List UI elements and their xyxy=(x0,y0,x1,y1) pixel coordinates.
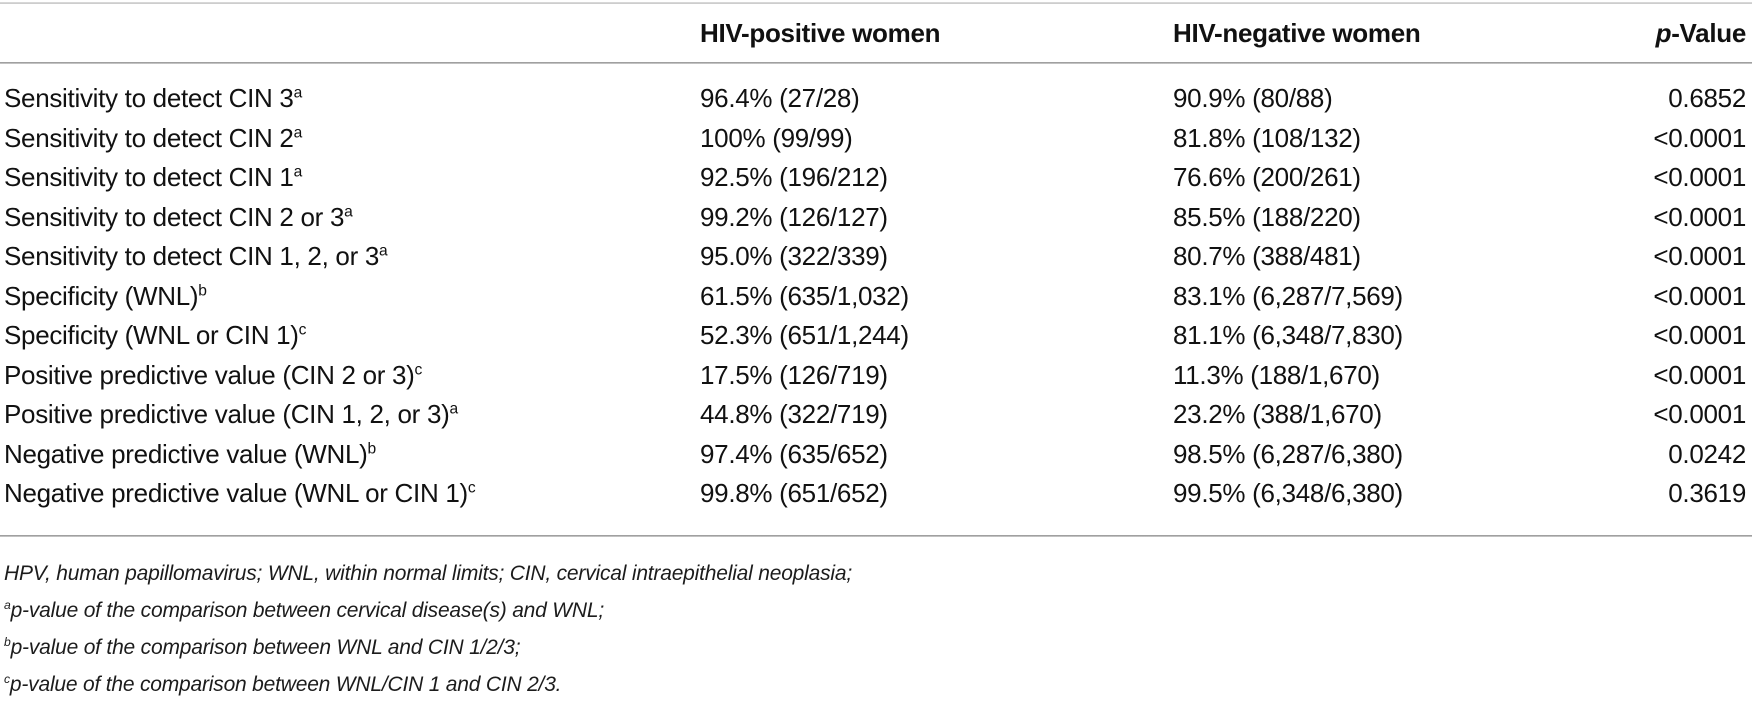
cell-p-value: <0.0001 xyxy=(1653,201,1746,232)
row-label-text: Sensitivity to detect CIN 3 xyxy=(4,83,294,114)
table-row: Sensitivity to detect CIN 2 or 3a 99.2% … xyxy=(0,198,1752,238)
table-row: Positive predictive value (CIN 2 or 3)c … xyxy=(0,356,1752,396)
cell-hiv-negative: 98.5% (6,287/6,380) xyxy=(1173,438,1403,469)
row-label-text: Negative predictive value (WNL) xyxy=(4,438,368,469)
table-row: Negative predictive value (WNL or CIN 1)… xyxy=(0,474,1752,514)
table-header-rule xyxy=(0,62,1752,64)
table-body: Sensitivity to detect CIN 3a 96.4% (27/2… xyxy=(0,64,1752,518)
cell-p-value: <0.0001 xyxy=(1653,399,1746,430)
footnote-a: ap-value of the comparison between cervi… xyxy=(4,592,1752,629)
footnote-marker: a xyxy=(449,400,458,418)
cell-p-value: <0.0001 xyxy=(1653,122,1746,153)
row-label-text: Positive predictive value (CIN 1, 2, or … xyxy=(4,399,450,430)
row-label: Sensitivity to detect CIN 2a xyxy=(0,123,700,154)
footnote-marker: b xyxy=(198,282,207,300)
cell-p-value: <0.0001 xyxy=(1653,162,1746,193)
cell-hiv-positive: 97.4% (635/652) xyxy=(700,438,888,469)
footnote-a-marker: a xyxy=(4,597,11,612)
cell-p-value: <0.0001 xyxy=(1653,280,1746,311)
column-header-hiv-positive: HIV-positive women xyxy=(700,17,941,48)
cell-p-value: 0.6852 xyxy=(1668,83,1746,114)
row-label: Sensitivity to detect CIN 2 or 3a xyxy=(0,202,700,233)
table-row: Sensitivity to detect CIN 2a 100% (99/99… xyxy=(0,119,1752,159)
cell-p-value: 0.3619 xyxy=(1668,478,1746,509)
table-row: Specificity (WNL)b 61.5% (635/1,032) 83.… xyxy=(0,277,1752,317)
footnote-marker: c xyxy=(298,321,307,339)
table-row: Positive predictive value (CIN 1, 2, or … xyxy=(0,395,1752,435)
cell-hiv-positive: 99.8% (651/652) xyxy=(700,478,888,509)
row-label: Negative predictive value (WNL)b xyxy=(0,439,700,470)
row-label-text: Specificity (WNL or CIN 1) xyxy=(4,320,299,351)
cell-hiv-negative: 85.5% (188/220) xyxy=(1173,201,1361,232)
footnote-b-text: p-value of the comparison between WNL an… xyxy=(10,635,521,659)
row-label-text: Sensitivity to detect CIN 2 xyxy=(4,122,294,153)
row-label: Sensitivity to detect CIN 1a xyxy=(0,162,700,193)
cell-hiv-positive: 92.5% (196/212) xyxy=(700,162,888,193)
table-row: Sensitivity to detect CIN 1a 92.5% (196/… xyxy=(0,158,1752,198)
cell-hiv-negative: 11.3% (188/1,670) xyxy=(1173,359,1380,390)
footnote-marker: c xyxy=(414,361,423,379)
cell-hiv-negative: 81.8% (108/132) xyxy=(1173,122,1361,153)
footnote-marker: a xyxy=(379,242,388,260)
cell-hiv-positive: 44.8% (322/719) xyxy=(700,399,888,430)
column-header-hiv-negative: HIV-negative women xyxy=(1173,17,1421,48)
footnote-b: bp-value of the comparison between WNL a… xyxy=(4,629,1752,666)
row-label: Positive predictive value (CIN 1, 2, or … xyxy=(0,399,700,430)
row-label-text: Sensitivity to detect CIN 1, 2, or 3 xyxy=(4,241,380,272)
table-bottom-rule xyxy=(0,534,1752,537)
table-footnotes: HPV, human papillomavirus; WNL, within n… xyxy=(0,555,1752,703)
cell-hiv-positive: 52.3% (651/1,244) xyxy=(700,320,909,351)
cell-hiv-positive: 61.5% (635/1,032) xyxy=(700,280,909,311)
p-value-header-italic-p: p xyxy=(1655,17,1672,48)
row-label-text: Specificity (WNL) xyxy=(4,280,199,311)
footnote-marker: b xyxy=(367,440,377,458)
footnote-marker: a xyxy=(293,84,303,102)
cell-hiv-positive: 96.4% (27/28) xyxy=(700,83,860,114)
row-label: Negative predictive value (WNL or CIN 1)… xyxy=(0,478,700,509)
cell-hiv-positive: 99.2% (126/127) xyxy=(700,201,888,232)
cell-hiv-negative: 80.7% (388/481) xyxy=(1173,241,1361,272)
footnote-marker: a xyxy=(344,203,353,221)
cell-hiv-negative: 81.1% (6,348/7,830) xyxy=(1173,320,1403,351)
cell-hiv-positive: 95.0% (322/339) xyxy=(700,241,888,272)
cell-p-value: <0.0001 xyxy=(1653,320,1746,351)
row-label-text: Positive predictive value (CIN 2 or 3) xyxy=(4,359,415,390)
footnote-b-marker: b xyxy=(4,634,11,649)
footnote-abbreviations: HPV, human papillomavirus; WNL, within n… xyxy=(4,561,852,585)
cell-hiv-negative: 99.5% (6,348/6,380) xyxy=(1173,478,1403,509)
cell-hiv-negative: 76.6% (200/261) xyxy=(1173,162,1361,193)
table-top-rule xyxy=(0,2,1752,4)
row-label-text: Sensitivity to detect CIN 1 xyxy=(4,162,294,193)
row-label-text: Sensitivity to detect CIN 2 or 3 xyxy=(4,201,345,232)
p-value-header-rest: -Value xyxy=(1671,17,1746,48)
table-row: Specificity (WNL or CIN 1)c 52.3% (651/1… xyxy=(0,316,1752,356)
table-row: Sensitivity to detect CIN 1, 2, or 3a 95… xyxy=(0,237,1752,277)
footnote-c: cp-value of the comparison between WNL/C… xyxy=(4,666,1752,703)
table-header-row: HIV-positive women HIV-negative women p-… xyxy=(0,4,1752,62)
cell-p-value: <0.0001 xyxy=(1653,241,1746,272)
footnote-marker: a xyxy=(293,124,303,142)
row-label: Specificity (WNL)b xyxy=(0,281,700,312)
row-label-text: Negative predictive value (WNL or CIN 1) xyxy=(4,478,468,509)
cell-hiv-positive: 17.5% (126/719) xyxy=(700,359,888,390)
table-row: Negative predictive value (WNL)b 97.4% (… xyxy=(0,435,1752,475)
row-label: Positive predictive value (CIN 2 or 3)c xyxy=(0,360,700,391)
cell-p-value: <0.0001 xyxy=(1653,359,1746,390)
footnote-marker: a xyxy=(293,163,303,181)
column-header-p-value: p-Value xyxy=(1593,18,1752,49)
table-row: Sensitivity to detect CIN 3a 96.4% (27/2… xyxy=(0,79,1752,119)
cell-p-value: 0.0242 xyxy=(1668,438,1746,469)
cell-hiv-negative: 83.1% (6,287/7,569) xyxy=(1173,280,1403,311)
footnote-a-text: p-value of the comparison between cervic… xyxy=(10,598,605,622)
footnote-marker: c xyxy=(467,479,476,497)
row-label: Sensitivity to detect CIN 1, 2, or 3a xyxy=(0,241,700,272)
row-label: Specificity (WNL or CIN 1)c xyxy=(0,320,700,351)
cell-hiv-negative: 23.2% (388/1,670) xyxy=(1173,399,1382,430)
cell-hiv-positive: 100% (99/99) xyxy=(700,122,853,153)
footnote-c-marker: c xyxy=(4,671,10,686)
row-label: Sensitivity to detect CIN 3a xyxy=(0,83,700,114)
footnote-c-text: p-value of the comparison between WNL/CI… xyxy=(9,672,562,696)
cell-hiv-negative: 90.9% (80/88) xyxy=(1173,83,1333,114)
